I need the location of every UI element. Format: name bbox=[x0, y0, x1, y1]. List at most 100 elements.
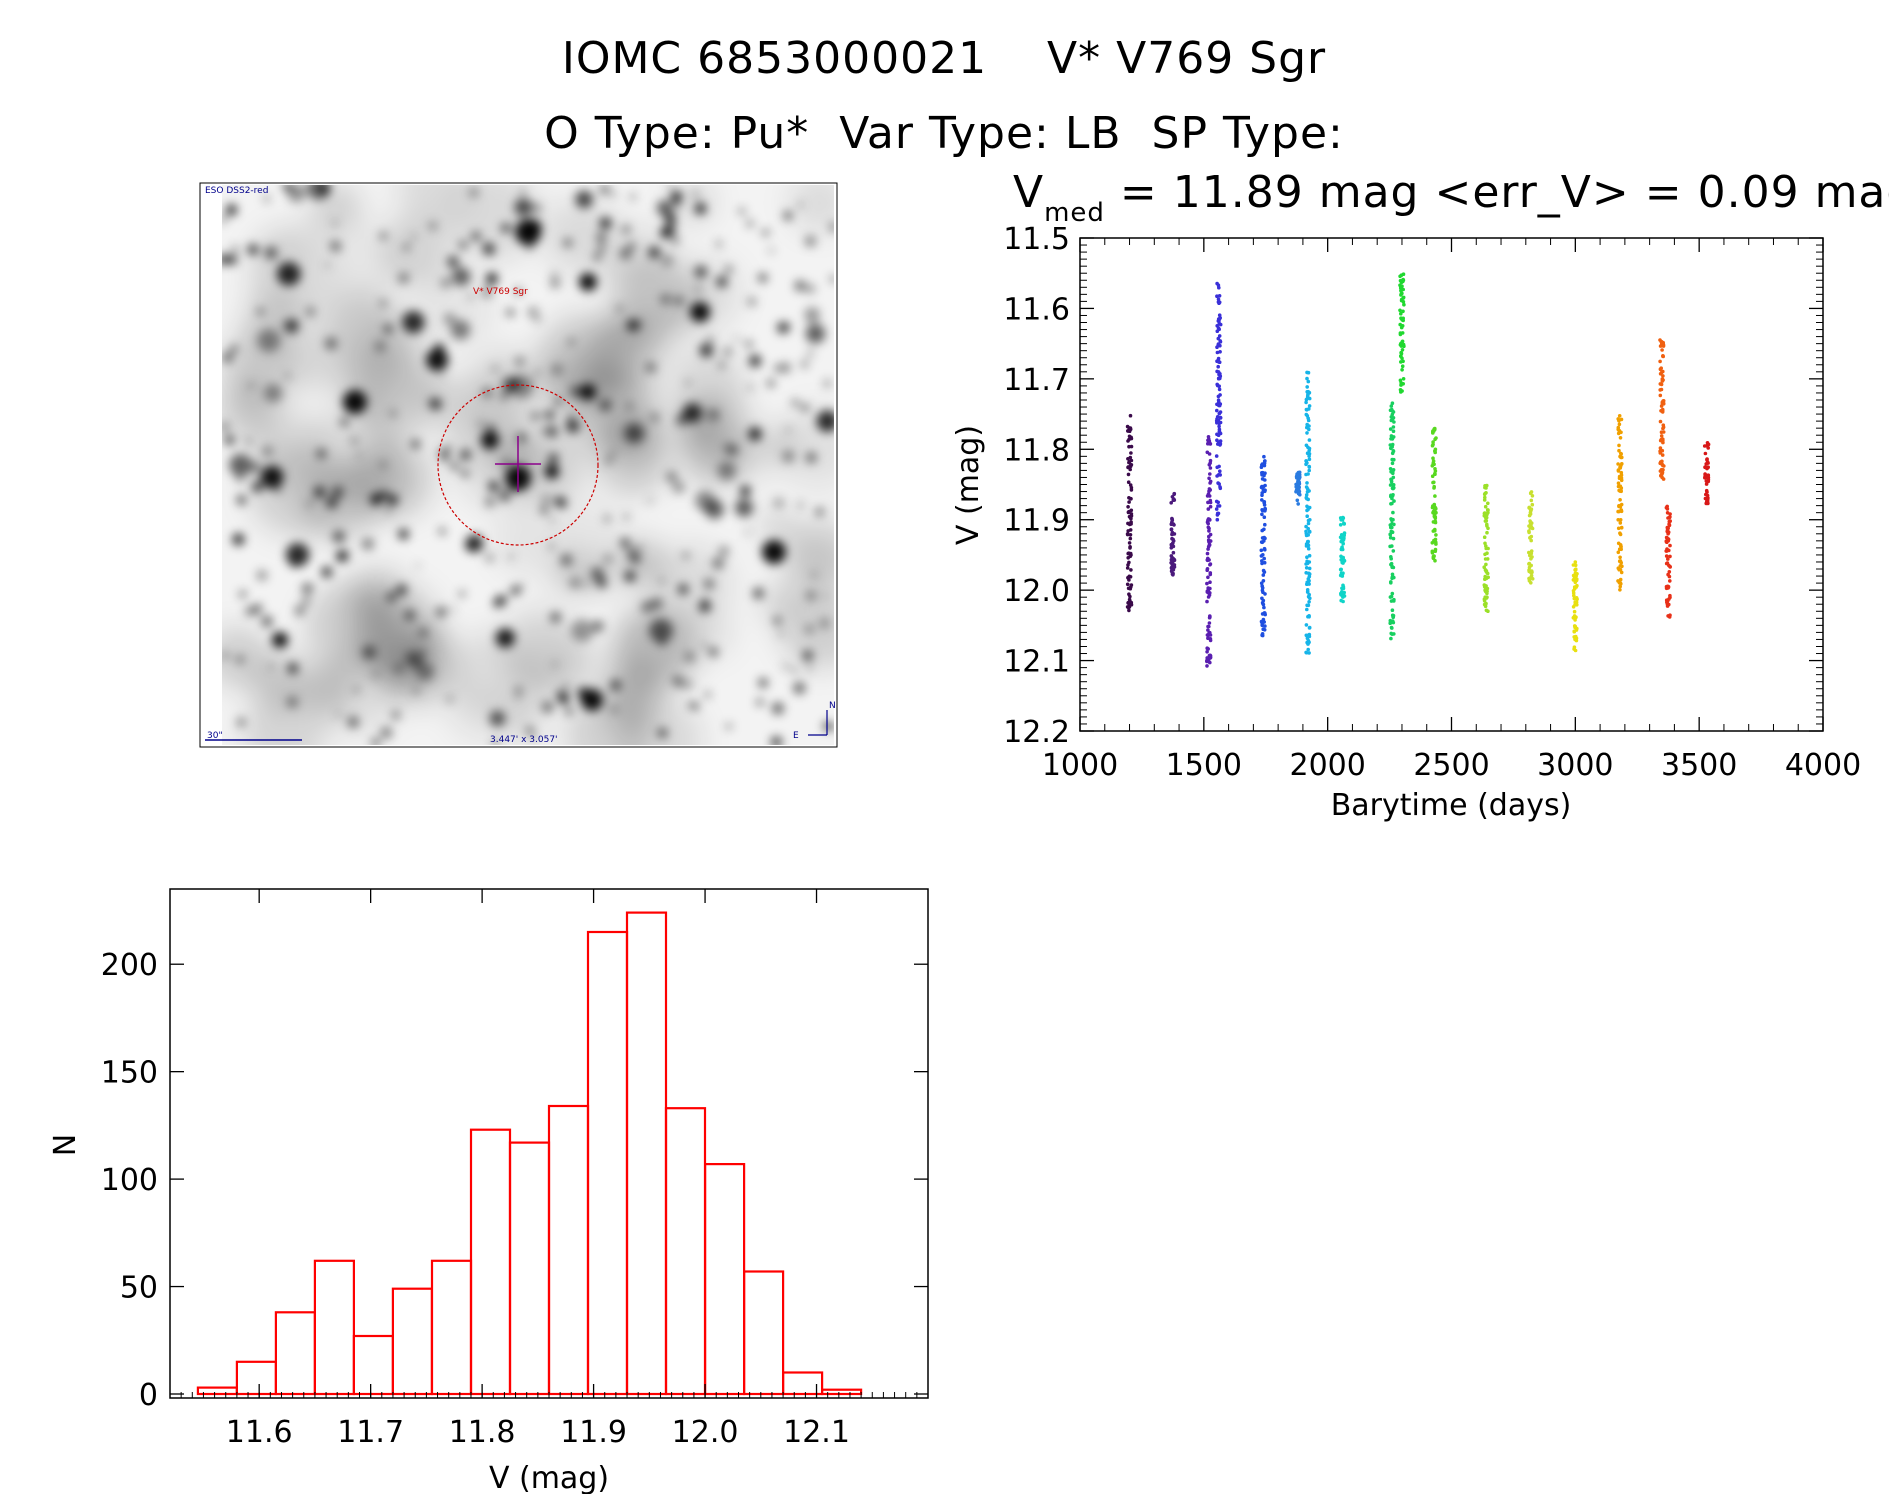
lightcurve-point bbox=[1341, 516, 1346, 520]
lightcurve-point bbox=[1305, 490, 1310, 494]
lightcurve-point bbox=[1485, 530, 1489, 535]
lightcurve-point bbox=[1661, 468, 1665, 472]
lightcurve-point bbox=[1129, 444, 1134, 449]
aperture-circle bbox=[437, 384, 599, 546]
lightcurve-point bbox=[1527, 530, 1531, 535]
lightcurve-point bbox=[1205, 656, 1209, 660]
lightcurve-point bbox=[1486, 609, 1490, 613]
lightcurve-point bbox=[1527, 569, 1531, 574]
lightcurve-point bbox=[1127, 574, 1132, 579]
lightcurve-point bbox=[1126, 521, 1130, 526]
lightcurve-point bbox=[1484, 515, 1489, 520]
lightcurve-point bbox=[1529, 491, 1533, 496]
lightcurve-point bbox=[1399, 354, 1403, 359]
lightcurve-point bbox=[1218, 486, 1223, 491]
lightcurve-point bbox=[1218, 420, 1223, 425]
lightcurve-point bbox=[1573, 563, 1578, 567]
lightcurve-point bbox=[1572, 576, 1577, 581]
lightcurve-point bbox=[1572, 624, 1577, 628]
lightcurve-point bbox=[1659, 387, 1664, 392]
lightcurve-point bbox=[1389, 594, 1394, 599]
lightcurve-point bbox=[1217, 424, 1221, 429]
lightcurve-point bbox=[1398, 308, 1402, 313]
lightcurve-point bbox=[1338, 523, 1343, 527]
lightcurve-point bbox=[1433, 472, 1437, 477]
lightcurve-point bbox=[1389, 636, 1393, 641]
lightcurve-point bbox=[1262, 560, 1267, 565]
lightcurve-point bbox=[1664, 584, 1669, 589]
lightcurve-point bbox=[1262, 454, 1266, 459]
lightcurve-point bbox=[1342, 594, 1347, 598]
lightcurve-point bbox=[1658, 393, 1663, 398]
lightcurve-point bbox=[1208, 532, 1213, 537]
lightcurve-point bbox=[1206, 575, 1210, 580]
lightcurve-point bbox=[1218, 473, 1222, 477]
lightcurve-point bbox=[1263, 483, 1267, 488]
lightcurve-point bbox=[1619, 455, 1623, 460]
lightcurve-point bbox=[1305, 588, 1310, 592]
lightcurve-xtick-label: 4000 bbox=[1785, 748, 1861, 783]
lightcurve-point bbox=[1205, 551, 1210, 556]
lightcurve-ytick-label: 11.9 bbox=[1003, 504, 1070, 539]
histogram-ytick-label: 150 bbox=[101, 1056, 158, 1091]
lightcurve-point bbox=[1208, 614, 1212, 618]
lightcurve-point bbox=[1262, 628, 1267, 632]
lightcurve-point bbox=[1208, 660, 1212, 665]
lightcurve-point bbox=[1214, 507, 1219, 511]
lightcurve-point bbox=[1665, 536, 1669, 540]
lightcurve-point bbox=[1485, 571, 1490, 576]
lightcurve-point bbox=[1391, 615, 1395, 619]
lightcurve-point bbox=[1571, 573, 1576, 578]
lightcurve-point bbox=[1129, 488, 1134, 492]
lightcurve-point bbox=[1206, 624, 1210, 629]
lightcurve-point bbox=[1304, 544, 1309, 548]
lightcurve-point bbox=[1129, 583, 1134, 587]
lightcurve-point bbox=[1216, 500, 1220, 505]
lightcurve-point bbox=[1128, 554, 1133, 559]
lightcurve-point bbox=[1127, 434, 1132, 439]
lightcurve-point bbox=[1661, 342, 1666, 347]
compass-icon bbox=[808, 710, 828, 736]
lightcurve-point bbox=[1391, 468, 1396, 472]
lightcurve-point bbox=[1572, 629, 1576, 634]
lightcurve-point bbox=[1305, 504, 1309, 509]
lightcurve-point bbox=[1399, 383, 1403, 387]
lightcurve-point bbox=[1659, 434, 1664, 438]
lightcurve-point bbox=[1305, 422, 1309, 427]
star-field-image: ESO DSS2-red V* V769 Sgr 30" 3.447' x 3.… bbox=[199, 182, 838, 748]
histogram-bar bbox=[430, 1259, 473, 1396]
lightcurve-point bbox=[1307, 438, 1312, 442]
lightcurve-point bbox=[1389, 562, 1393, 567]
lightcurve-point bbox=[1398, 274, 1402, 279]
lightcurve-point bbox=[1305, 481, 1309, 485]
lightcurve-point bbox=[1433, 527, 1437, 532]
lightcurve-stats: Vmed = 11.89 mag <err_V> = 0.09 mag bbox=[1013, 167, 1889, 228]
lightcurve-point bbox=[1205, 494, 1210, 498]
lightcurve-point bbox=[1207, 558, 1211, 562]
lightcurve-point bbox=[1305, 559, 1309, 564]
lightcurve-point bbox=[1616, 541, 1621, 546]
lightcurve-point bbox=[1172, 557, 1177, 562]
lightcurve-point bbox=[1400, 389, 1404, 393]
lightcurve-point bbox=[1619, 508, 1624, 512]
lightcurve-point bbox=[1129, 522, 1133, 526]
lightcurve-point bbox=[1128, 546, 1132, 550]
histogram-bar bbox=[664, 1107, 707, 1396]
lightcurve-point bbox=[1208, 479, 1213, 484]
lightcurve-point bbox=[1661, 354, 1665, 358]
histogram-ytick-label: 200 bbox=[101, 948, 158, 983]
lightcurve-point bbox=[1664, 554, 1669, 558]
lightcurve-point bbox=[1668, 543, 1672, 548]
lightcurve-point bbox=[1618, 498, 1622, 502]
lightcurve-point bbox=[1307, 396, 1312, 401]
lightcurve-point bbox=[1307, 468, 1311, 473]
lightcurve-point bbox=[1391, 493, 1395, 497]
lightcurve-point bbox=[1388, 532, 1393, 537]
lightcurve-point bbox=[1667, 519, 1672, 524]
lightcurve-point bbox=[1262, 570, 1267, 574]
lightcurve-point bbox=[1205, 650, 1209, 654]
lightcurve-point bbox=[1388, 467, 1393, 471]
lightcurve-point bbox=[1305, 451, 1310, 456]
lightcurve-point bbox=[1129, 497, 1133, 501]
lightcurve-point bbox=[1217, 504, 1222, 508]
